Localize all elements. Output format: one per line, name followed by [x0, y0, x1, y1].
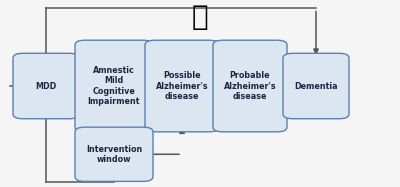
Text: MDD: MDD	[35, 82, 57, 91]
FancyBboxPatch shape	[13, 53, 79, 119]
FancyBboxPatch shape	[145, 40, 219, 132]
Text: 🧠: 🧠	[192, 3, 208, 31]
FancyBboxPatch shape	[283, 53, 349, 119]
Text: Amnestic
Mild
Cognitive
Impairment: Amnestic Mild Cognitive Impairment	[88, 66, 140, 106]
FancyBboxPatch shape	[213, 40, 287, 132]
FancyBboxPatch shape	[75, 40, 153, 132]
Text: Dementia: Dementia	[294, 82, 338, 91]
Text: Intervention
window: Intervention window	[86, 145, 142, 164]
Text: Possible
Alzheimer's
disease: Possible Alzheimer's disease	[156, 71, 208, 101]
FancyBboxPatch shape	[75, 127, 153, 181]
Text: Probable
Alzheimer's
disease: Probable Alzheimer's disease	[224, 71, 276, 101]
